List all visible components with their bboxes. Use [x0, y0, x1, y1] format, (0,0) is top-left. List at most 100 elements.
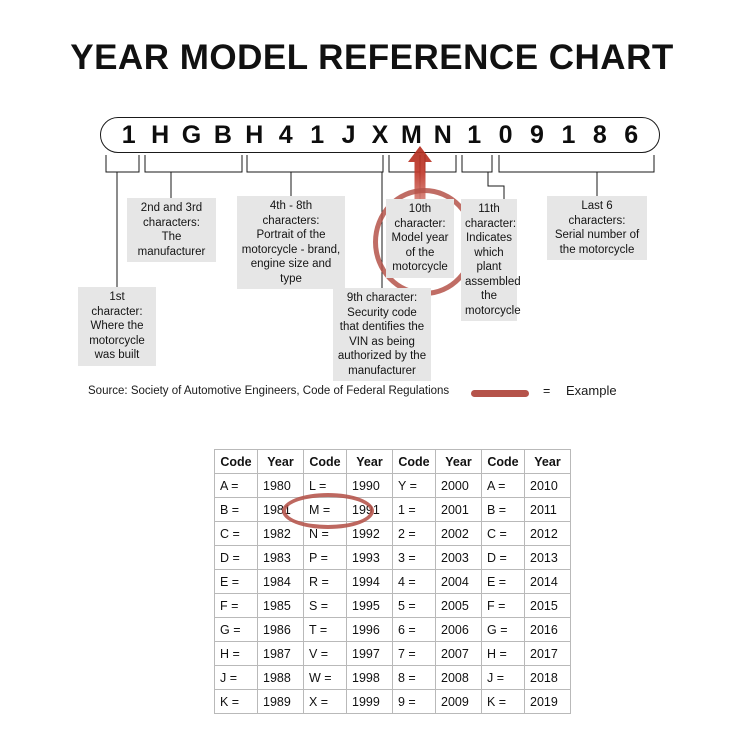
- year-table-header-cell: Code: [392, 449, 436, 474]
- year-code-table: Code Year Code Year Code Year Code Year A = 1980…: [214, 449, 571, 714]
- vin-char-10: M: [400, 120, 422, 149]
- table-row: C = 1982 N = 1992 2 = 2002 C = 2012: [214, 521, 571, 546]
- year-table-year-cell: 1992: [346, 521, 393, 546]
- year-code-table-wrapper: Code Year Code Year Code Year Code Year A = 1980…: [214, 449, 571, 714]
- vin-char-15: 1: [561, 120, 576, 149]
- table-row: B = 1981 M = 1991 1 = 2001 B = 2011: [214, 497, 571, 522]
- year-table-year-cell: 2000: [435, 473, 482, 498]
- vin-char-3: G: [181, 120, 202, 149]
- year-table-code-cell: H =: [481, 641, 525, 666]
- year-table-year-cell: 2019: [524, 689, 571, 714]
- year-table-code-cell: F =: [214, 593, 258, 618]
- callout-line: characters:: [262, 214, 320, 227]
- year-table-year-cell: 2007: [435, 641, 482, 666]
- callout-line: characters:: [143, 216, 200, 229]
- year-table-code-cell: V =: [303, 641, 347, 666]
- year-table-code-cell: S =: [303, 593, 347, 618]
- year-table-code-cell: C =: [214, 521, 258, 546]
- year-table-year-cell: 2017: [524, 641, 571, 666]
- year-table-header-cell: Year: [257, 449, 304, 474]
- year-table-body: A = 1980 L = 1990 Y = 2000 A = 2010 B = 1981 M = 19…: [214, 473, 571, 714]
- year-table-code-cell: W =: [303, 665, 347, 690]
- year-table-year-cell: 2001: [435, 497, 482, 522]
- callout-line: Portrait of the: [256, 229, 326, 241]
- year-table-year-cell: 1984: [257, 569, 304, 594]
- year-table-code-cell: E =: [214, 569, 258, 594]
- callout-line: characters:: [568, 214, 626, 227]
- callout-last-six-characters: Last 6 characters: Serial number of the mot…: [547, 196, 647, 260]
- vin-char-5: H: [245, 120, 264, 149]
- year-table-year-cell: 2004: [435, 569, 482, 594]
- vin-char-9: X: [371, 120, 389, 149]
- table-row: K = 1989 X = 1999 9 = 2009 K = 2019: [214, 689, 571, 714]
- year-table-code-cell: E =: [481, 569, 525, 594]
- year-table-code-cell: 9 =: [392, 689, 436, 714]
- callout-line: of the: [405, 246, 435, 259]
- vin-char-4: B: [213, 120, 232, 149]
- callout-second-third-characters: 2nd and 3rd characters: The manufacturer: [127, 198, 216, 262]
- callout-line: Indicates: [465, 232, 513, 244]
- callout-line: engine size and type: [250, 258, 332, 285]
- year-table-year-cell: 1983: [257, 545, 304, 570]
- callout-line: Serial number of: [554, 229, 640, 241]
- vin-char-1: 1: [121, 120, 136, 149]
- year-table-year-cell: 1987: [257, 641, 304, 666]
- example-line-swatch: [471, 390, 529, 397]
- year-table-code-cell: D =: [214, 545, 258, 570]
- year-table-year-cell: 2014: [524, 569, 571, 594]
- year-table-code-cell: F =: [481, 593, 525, 618]
- year-table-year-cell: 1989: [257, 689, 304, 714]
- year-table-code-cell: X =: [303, 689, 347, 714]
- vin-char-11: N: [433, 120, 452, 149]
- year-table-year-cell: 1997: [346, 641, 393, 666]
- year-table-year-cell: 1998: [346, 665, 393, 690]
- vin-char-17: 6: [624, 120, 639, 149]
- year-table-code-cell: 3 =: [392, 545, 436, 570]
- callout-line: Security code: [347, 306, 417, 319]
- callout-line: assembled: [465, 275, 521, 288]
- year-table-code-cell: B =: [214, 497, 258, 522]
- year-table-year-cell: 1985: [257, 593, 304, 618]
- year-table-year-cell: 2005: [435, 593, 482, 618]
- callout-line: 10th: [408, 203, 432, 215]
- year-table-code-cell: A =: [214, 473, 258, 498]
- year-1991-highlight-ellipse: [282, 493, 374, 529]
- callout-line: character:: [91, 305, 143, 318]
- legend-equals-sign: =: [543, 384, 551, 398]
- year-table-header-cell: Year: [435, 449, 482, 474]
- year-table-year-cell: 2011: [524, 497, 571, 522]
- year-table-year-cell: 2018: [524, 665, 571, 690]
- year-table-header-cell: Code: [214, 449, 258, 474]
- callout-line: character:: [394, 217, 446, 230]
- table-row: H = 1987 V = 1997 7 = 2007 H = 2017: [214, 641, 571, 666]
- vin-char-13: 0: [498, 120, 513, 149]
- table-row: F = 1985 S = 1995 5 = 2005 F = 2015: [214, 593, 571, 618]
- year-table-code-cell: C =: [481, 521, 525, 546]
- year-table-year-cell: 2016: [524, 617, 571, 642]
- year-table-header-row: Code Year Code Year Code Year Code Year: [214, 449, 571, 474]
- year-table-year-cell: 2008: [435, 665, 482, 690]
- source-text: Source: Society of Automotive Engineers,…: [88, 385, 450, 397]
- callout-line: Last 6: [581, 200, 613, 212]
- year-table-code-cell: J =: [214, 665, 258, 690]
- vin-char-16: 8: [592, 120, 607, 149]
- callout-line: the: [481, 290, 497, 302]
- callout-fourth-eighth-characters: 4th - 8th characters: Portrait of the motor…: [237, 196, 345, 289]
- year-table-code-cell: 6 =: [392, 617, 436, 642]
- year-table-head: Code Year Code Year Code Year Code Year: [214, 449, 571, 474]
- year-table-year-cell: 2009: [435, 689, 482, 714]
- year-table-code-cell: K =: [481, 689, 525, 714]
- year-table-year-cell: 1995: [346, 593, 393, 618]
- vin-char-12: 1: [467, 120, 482, 149]
- year-table-year-cell: 2003: [435, 545, 482, 570]
- year-table-year-cell: 1999: [346, 689, 393, 714]
- year-table-year-cell: 2015: [524, 593, 571, 618]
- year-table-code-cell: G =: [481, 617, 525, 642]
- callout-line: 1st: [109, 291, 125, 303]
- year-table-code-cell: 4 =: [392, 569, 436, 594]
- callout-line: motorcycle: [465, 304, 521, 317]
- table-row: J = 1988 W = 1998 8 = 2008 J = 2018: [214, 665, 571, 690]
- year-table-header-cell: Code: [481, 449, 525, 474]
- year-table-code-cell: D =: [481, 545, 525, 570]
